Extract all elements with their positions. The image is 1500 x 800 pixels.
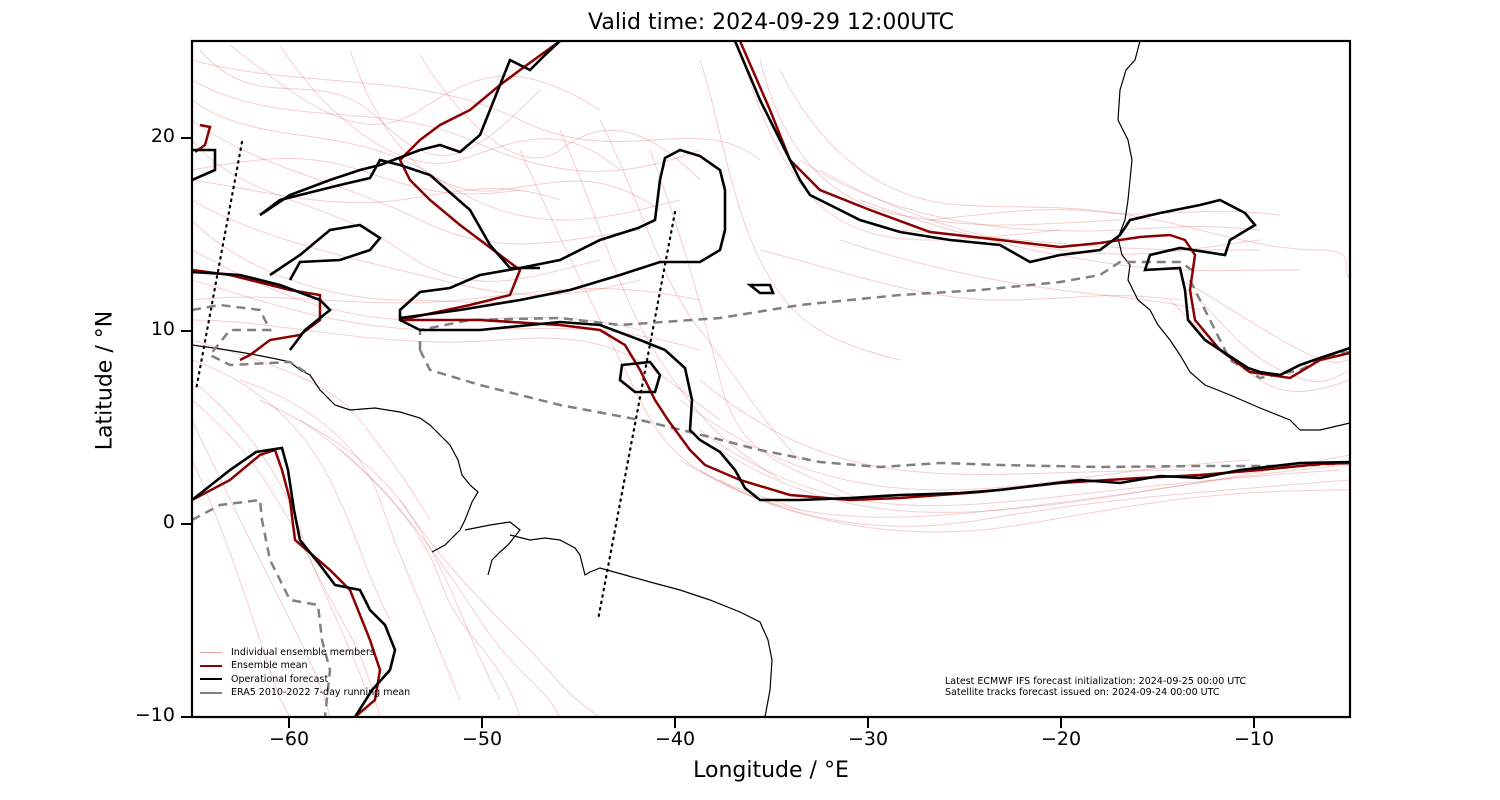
x-tick-label: −30 — [847, 728, 889, 750]
x-axis-label: Longitude / °E — [693, 758, 849, 783]
x-tick-label: −60 — [268, 728, 310, 750]
legend-item-ensemble-mean: Ensemble mean — [200, 659, 410, 672]
ensemble-mean-contours — [192, 41, 1350, 717]
ensemble-members — [192, 44, 1350, 717]
legend-label: ERA5 2010-2022 7-day running mean — [231, 687, 411, 699]
legend-item-ensemble-members: Individual ensemble members — [200, 646, 410, 659]
y-tick-label: −10 — [134, 704, 175, 726]
y-tick-label: 0 — [162, 511, 175, 533]
plot-title: Valid time: 2024-09-29 12:00UTC — [588, 10, 954, 35]
legend-label: Operational forecast — [231, 673, 329, 685]
y-axis-label: Latitude / °N — [92, 310, 118, 451]
legend-label: Ensemble mean — [231, 660, 308, 672]
coastlines — [192, 41, 1350, 717]
x-tick-label: −50 — [461, 728, 503, 750]
forecast-init-text: Latest ECMWF IFS forecast initialization… — [945, 676, 1247, 687]
legend-swatch-line-icon — [200, 664, 222, 667]
y-tick-label: 20 — [150, 125, 175, 147]
x-tick-label: −10 — [1233, 728, 1275, 750]
y-tick-label: 10 — [150, 318, 175, 340]
axes-frame — [190, 39, 1352, 719]
legend-item-era5: ERA5 2010-2022 7-day running mean — [200, 686, 410, 699]
operational-contours — [192, 41, 1350, 717]
legend-swatch-line-icon — [200, 678, 222, 681]
forecast-info-annotation: Latest ECMWF IFS forecast initialization… — [945, 676, 1247, 698]
legend-label: Individual ensemble members — [231, 647, 375, 659]
satellite-issue-text: Satellite tracks forecast issued on: 202… — [945, 686, 1220, 698]
legend-swatch-line-icon — [200, 691, 222, 694]
satellite-tracks — [194, 140, 677, 622]
legend-swatch-line-icon — [200, 652, 222, 654]
x-tick-label: −20 — [1040, 728, 1082, 750]
legend: Individual ensemble members Ensemble mea… — [200, 646, 410, 699]
legend-item-operational: Operational forecast — [200, 673, 410, 686]
tick-marks — [181, 137, 1255, 728]
x-tick-label: −40 — [654, 728, 696, 750]
